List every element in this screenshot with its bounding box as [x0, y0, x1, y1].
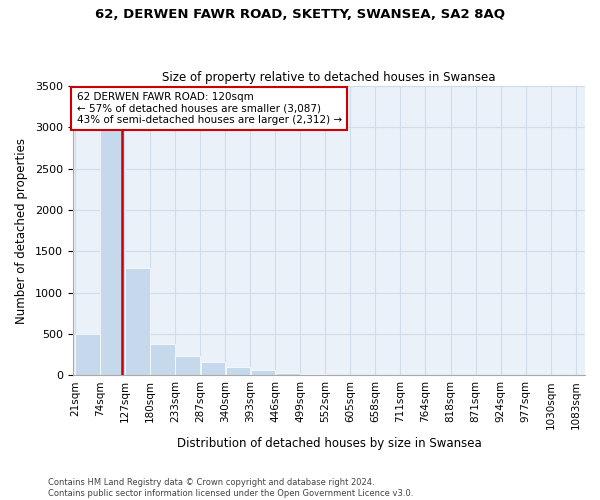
Bar: [76, 334, 100, 375]
Bar: [125, 268, 150, 375]
Text: 62 DERWEN FAWR ROAD: 120sqm
← 57% of detached houses are smaller (3,087)
43% of : 62 DERWEN FAWR ROAD: 120sqm ← 57% of det…: [77, 92, 341, 125]
Bar: [251, 370, 275, 375]
Bar: [275, 372, 300, 375]
Title: Size of property relative to detached houses in Swansea: Size of property relative to detached ho…: [162, 70, 496, 84]
Y-axis label: Number of detached properties: Number of detached properties: [15, 138, 28, 324]
Bar: [175, 356, 200, 375]
Bar: [100, 123, 125, 375]
Bar: [326, 374, 350, 375]
Bar: [301, 374, 325, 375]
Text: Contains HM Land Registry data © Crown copyright and database right 2024.
Contai: Contains HM Land Registry data © Crown c…: [48, 478, 413, 498]
Bar: [226, 367, 250, 375]
Bar: [151, 344, 175, 375]
Text: 62, DERWEN FAWR ROAD, SKETTY, SWANSEA, SA2 8AQ: 62, DERWEN FAWR ROAD, SKETTY, SWANSEA, S…: [95, 8, 505, 20]
X-axis label: Distribution of detached houses by size in Swansea: Distribution of detached houses by size …: [176, 437, 481, 450]
Bar: [201, 362, 225, 375]
